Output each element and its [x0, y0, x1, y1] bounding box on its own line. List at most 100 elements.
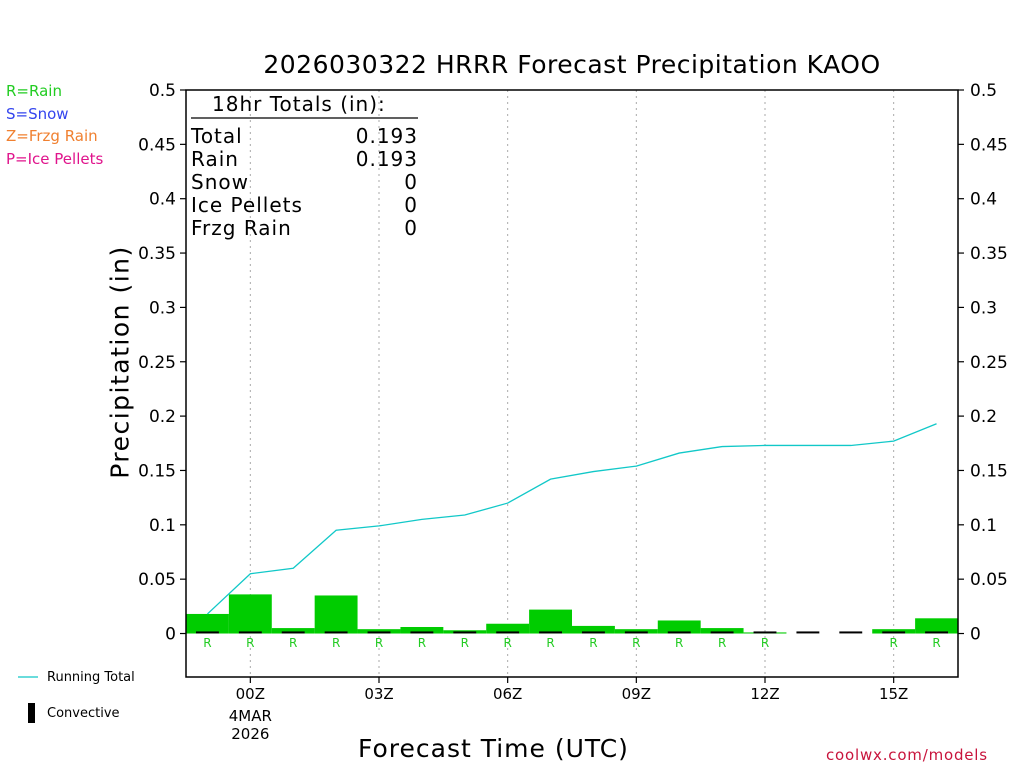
convective-swatch	[28, 703, 35, 723]
convective-bar--1	[196, 631, 219, 634]
convective-bar-14	[839, 631, 863, 634]
credit-text: coolwx.com/models	[826, 746, 988, 764]
convective-bar-6	[496, 631, 520, 634]
ytick-label-right: 0.3	[970, 298, 997, 318]
xtick-label-15Z: 15Z	[879, 685, 908, 703]
x-axis-label: Forecast Time (UTC)	[358, 734, 629, 763]
convective-bar-5	[453, 631, 477, 634]
precip-bar-10	[657, 620, 701, 634]
ytick-label-right: 0.2	[970, 407, 997, 427]
precip-type-marker-1: R	[289, 636, 297, 650]
convective-bar-15	[882, 631, 906, 634]
legend-rain: R=Rain	[6, 82, 62, 100]
convective-bar-16	[925, 631, 948, 634]
plot-frame	[185, 89, 959, 678]
totals-value-ice-pellets: 0	[404, 193, 418, 217]
ytick-label-left: 0.35	[138, 244, 176, 264]
convective-bar-11	[710, 631, 734, 634]
totals-value-total: 0.193	[356, 124, 418, 148]
convective-legend-label: Convective	[47, 706, 120, 721]
ytick-label-left: 0	[165, 625, 176, 645]
precip-type-legend: R=Rain S=Snow Z=Frzg Rain P=Ice Pellets	[6, 80, 103, 170]
convective-bar-3	[367, 631, 391, 634]
ytick-label-left: 0.2	[149, 407, 176, 427]
xtick-label-03Z: 03Z	[364, 685, 393, 703]
series-legend-swatches	[18, 676, 38, 723]
precip-bar-6	[486, 623, 530, 634]
xtick-label-06Z: 06Z	[493, 685, 522, 703]
totals-label-frzg-rain: Frzg Rain	[191, 216, 292, 240]
precip-bar-7	[529, 609, 572, 634]
ytick-label-left: 0.4	[149, 190, 176, 210]
precip-type-marker-7: R	[546, 636, 554, 650]
ytick-label-left: 0.05	[138, 570, 176, 590]
precip-type-marker-2: R	[332, 636, 340, 650]
running-total-legend-label: Running Total	[47, 670, 135, 685]
ytick-label-left: 0.5	[149, 81, 176, 101]
convective-bar-9	[624, 631, 648, 634]
legend-ice-pellets: P=Ice Pellets	[6, 149, 104, 168]
totals-box: 18hr Totals (in): Total 0.193 Rain 0.193…	[190, 92, 418, 240]
totals-label-total: Total	[190, 124, 243, 148]
precip-type-marker-10: R	[675, 636, 683, 650]
precip-bar-4	[400, 626, 444, 634]
precip-type-marker-16: R	[932, 636, 940, 650]
totals-label-snow: Snow	[191, 170, 249, 194]
totals-header: 18hr Totals (in):	[212, 92, 386, 116]
convective-bar-13	[796, 631, 820, 634]
ytick-label-right: 0.05	[970, 570, 1008, 590]
precip-type-marker-0: R	[246, 636, 254, 650]
precip-type-marker-6: R	[503, 636, 511, 650]
chart-title: 2026030322 HRRR Forecast Precipitation K…	[263, 50, 881, 79]
xtick-date-label: 4MAR	[229, 707, 272, 725]
precip-bar-16	[915, 618, 958, 634]
ytick-label-left: 0.3	[149, 298, 176, 318]
ytick-label-right: 0	[970, 625, 981, 645]
convective-bar-1	[281, 631, 305, 634]
vertical-gridlines	[249, 90, 895, 677]
xtick-date-label: 2026	[231, 725, 269, 743]
precip-type-marker--1: R	[203, 636, 211, 650]
precip-bar-15	[872, 629, 916, 634]
ytick-label-left: 0.1	[149, 516, 176, 536]
ytick-label-right: 0.15	[970, 461, 1008, 481]
ytick-label-left: 0.15	[138, 461, 176, 481]
precip-bar-2	[314, 595, 358, 634]
ytick-label-right: 0.25	[970, 353, 1008, 373]
ytick-label-left: 0.25	[138, 353, 176, 373]
convective-bar-2	[324, 631, 348, 634]
y-axis-ticks: 0 00.05 0.050.1 0.10.15 0.150.2 0.20.25 0.250.…	[138, 81, 1008, 645]
precip-type-marker-15: R	[889, 636, 897, 650]
xtick-label-00Z: 00Z	[236, 685, 265, 703]
ytick-label-right: 0.4	[970, 190, 997, 210]
hourly-precip-bars	[186, 594, 958, 634]
running-total-line	[206, 423, 937, 615]
xtick-label-09Z: 09Z	[622, 685, 651, 703]
convective-bar-8	[582, 631, 605, 634]
ytick-label-right: 0.45	[970, 135, 1008, 155]
totals-label-ice-pellets: Ice Pellets	[191, 193, 303, 217]
precip-bar-9	[614, 629, 658, 634]
precip-bar-3	[357, 629, 401, 634]
xtick-label-12Z: 12Z	[750, 685, 779, 703]
precip-bar-1	[271, 628, 315, 634]
precip-type-marker-5: R	[461, 636, 469, 650]
precip-type-marker-9: R	[632, 636, 640, 650]
convective-bar-7	[539, 631, 562, 634]
totals-label-rain: Rain	[191, 147, 239, 171]
precip-type-marker-11: R	[718, 636, 726, 650]
precip-bar-8	[572, 625, 615, 634]
ytick-label-right: 0.35	[970, 244, 1008, 264]
totals-value-rain: 0.193	[356, 147, 418, 171]
totals-value-frzg-rain: 0	[404, 216, 418, 240]
ytick-label-right: 0.5	[970, 81, 997, 101]
precip-bar-0	[228, 594, 272, 634]
convective-bar-12	[753, 631, 777, 634]
ytick-label-right: 0.1	[970, 516, 997, 536]
precip-type-marker-4: R	[418, 636, 426, 650]
convective-bars	[196, 631, 948, 634]
legend-snow: S=Snow	[6, 104, 69, 123]
